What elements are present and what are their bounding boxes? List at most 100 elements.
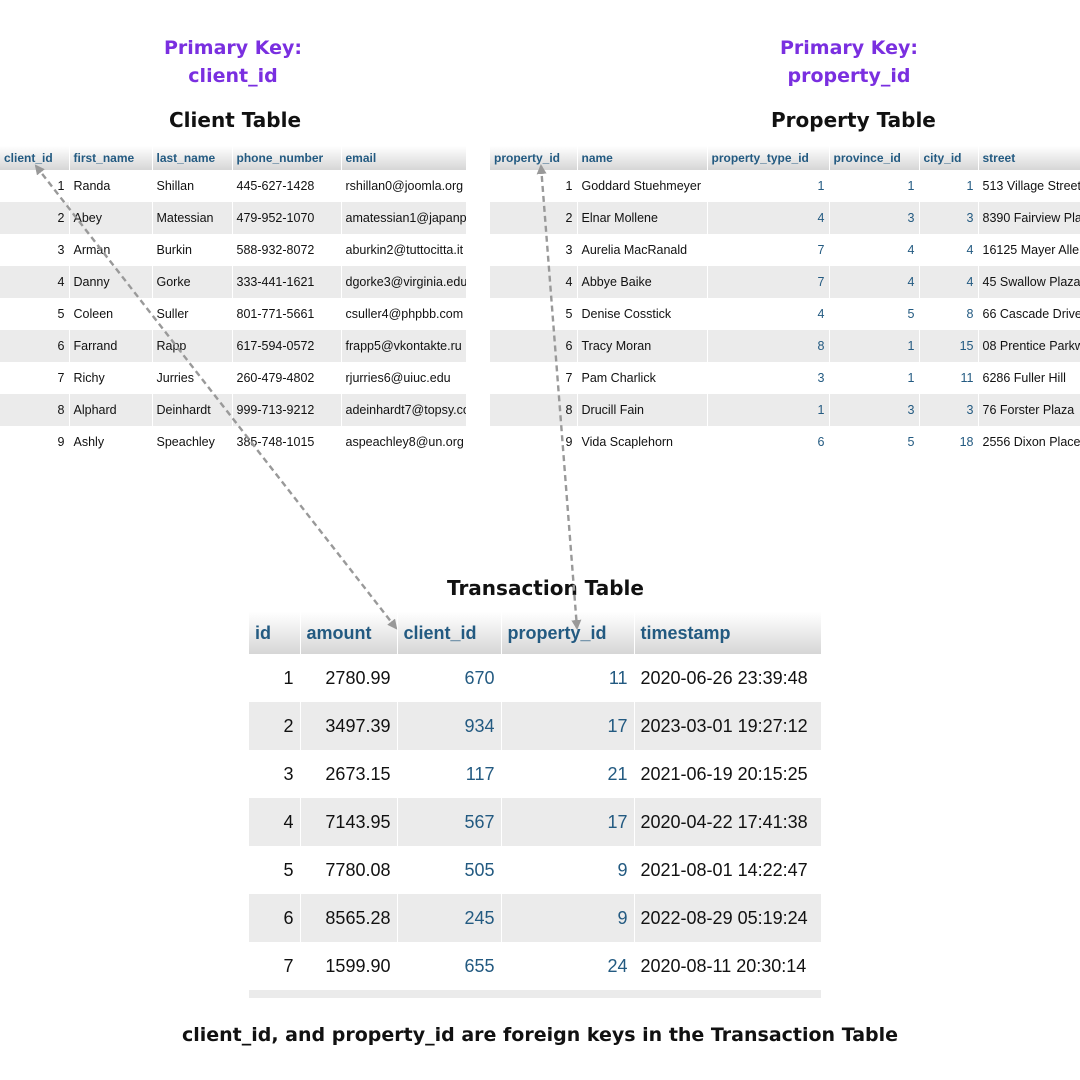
- transaction-table-row: 7 1599.90 655 24 2020-08-11 20:30:14: [249, 942, 822, 990]
- transaction-table-cell-amount: 2673.15: [300, 750, 398, 798]
- property-table-cell-property-type-id: 4: [707, 298, 830, 330]
- property-table-cell-property-type-id: 8: [707, 330, 830, 362]
- property-table-cell-property-id: 4: [490, 266, 578, 298]
- transaction-table-row: 1 2780.99 670 11 2020-06-26 23:39:48: [249, 654, 822, 702]
- property-table-cell-property-id: 7: [490, 362, 578, 394]
- client-table-header-email[interactable]: email: [341, 146, 467, 170]
- client-table-cell-email: rjurries6@uiuc.edu: [341, 362, 467, 394]
- property-table-cell-street: 45 Swallow Plaza: [978, 266, 1080, 298]
- property-table-row: 1 Goddard Stuehmeyer 1 1 1 513 Village Street: [490, 170, 1080, 202]
- property-table-cell-property-id: 3: [490, 234, 578, 266]
- property-table-row: 4 Abbye Baike 7 4 4 45 Swallow Plaza: [490, 266, 1080, 298]
- property-primary-key-note: Primary Key: property_id: [749, 34, 949, 90]
- transaction-table-cell-id: 1: [249, 654, 301, 702]
- transaction-table-header-client-id[interactable]: client_id: [397, 612, 502, 654]
- property-table-cell-name: Aurelia MacRanald: [577, 234, 708, 266]
- client-table-row: 6 Farrand Rapp 617-594-0572 frapp5@vkontakte…: [0, 330, 467, 362]
- transaction-table-cell-timestamp: 2021-06-19 20:15:25: [634, 750, 822, 798]
- property-table-row: 8 Drucill Fain 1 3 3 76 Forster Plaza: [490, 394, 1080, 426]
- property-table-cell-street: 2556 Dixon Place: [978, 426, 1080, 458]
- client-table-cell-last-name: Burkin: [152, 234, 233, 266]
- client-table-row: 7 Richy Jurries 260-479-4802 rjurries6@uiuc.…: [0, 362, 467, 394]
- property-table-header-property-type-id[interactable]: property_type_id: [707, 146, 830, 170]
- transaction-table-cell-amount: 7780.08: [300, 846, 398, 894]
- client-table-cell-client-id: 9: [0, 426, 70, 458]
- transaction-table-cell-id: 6: [249, 894, 301, 942]
- transaction-table-cell-amount: 8565.28: [300, 894, 398, 942]
- property-table-cell-name: Drucill Fain: [577, 394, 708, 426]
- transaction-table-cell-client-id: 245: [397, 894, 502, 942]
- property-table-cell-province-id: 5: [829, 298, 920, 330]
- property-table-cell-property-id: 8: [490, 394, 578, 426]
- transaction-table-header-id[interactable]: id: [249, 612, 301, 654]
- property-table-row: 9 Vida Scaplehorn 6 5 18 2556 Dixon Place: [490, 426, 1080, 458]
- client-table-cell-first-name: Ashly: [69, 426, 153, 458]
- property-table-cell-province-id: 4: [829, 234, 920, 266]
- transaction-table-cell-timestamp: 2020-06-26 23:39:48: [634, 654, 822, 702]
- property-table-cell-street: 16125 Mayer Alle: [978, 234, 1080, 266]
- property-table-header-street[interactable]: street: [978, 146, 1080, 170]
- property-pk-label: Primary Key:: [779, 37, 919, 59]
- client-table-cell-phone-number: 588-932-8072: [232, 234, 342, 266]
- client-table-cell-client-id: 6: [0, 330, 70, 362]
- property-table-cell-province-id: 4: [829, 266, 920, 298]
- property-table-cell-province-id: 3: [829, 394, 920, 426]
- transaction-table-header-property-id[interactable]: property_id: [501, 612, 635, 654]
- client-table-cell-client-id: 7: [0, 362, 70, 394]
- client-table-cell-phone-number: 479-952-1070: [232, 202, 342, 234]
- property-table: property_id name property_type_id province_…: [490, 146, 1080, 458]
- client-table-header-last-name[interactable]: last_name: [152, 146, 233, 170]
- client-table-cell-first-name: Coleen: [69, 298, 153, 330]
- client-table-cell-phone-number: 617-594-0572: [232, 330, 342, 362]
- property-table-header-name[interactable]: name: [577, 146, 708, 170]
- transaction-table-row: 3 2673.15 117 21 2021-06-19 20:15:25: [249, 750, 822, 798]
- client-table-cell-email: adeinhardt7@topsy.co: [341, 394, 467, 426]
- property-table-cell-city-id: 4: [919, 266, 979, 298]
- property-table-cell-property-type-id: 4: [707, 202, 830, 234]
- property-table-cell-province-id: 1: [829, 330, 920, 362]
- client-table-header: client_id first_name last_name phone_number…: [0, 146, 467, 170]
- property-table-cell-property-type-id: 7: [707, 266, 830, 298]
- client-table-row: 2 Abey Matessian 479-952-1070 amatessian1@ja…: [0, 202, 467, 234]
- property-table-header-city-id[interactable]: city_id: [919, 146, 979, 170]
- transaction-table-cell-amount: 7143.95: [300, 798, 398, 846]
- client-table-cell-last-name: Gorke: [152, 266, 233, 298]
- property-table-cell-street: 76 Forster Plaza: [978, 394, 1080, 426]
- property-table-cell-name: Tracy Moran: [577, 330, 708, 362]
- client-table: client_id first_name last_name phone_number…: [0, 146, 467, 458]
- property-table-cell-property-type-id: 6: [707, 426, 830, 458]
- transaction-table-header-amount[interactable]: amount: [300, 612, 398, 654]
- client-table-cell-client-id: 2: [0, 202, 70, 234]
- property-table-cell-name: Goddard Stuehmeyer: [577, 170, 708, 202]
- client-table-header-phone-number[interactable]: phone_number: [232, 146, 342, 170]
- client-table-cell-last-name: Shillan: [152, 170, 233, 202]
- client-table-cell-last-name: Speachley: [152, 426, 233, 458]
- property-table-cell-city-id: 18: [919, 426, 979, 458]
- client-table-header-first-name[interactable]: first_name: [69, 146, 153, 170]
- property-table-header-property-id[interactable]: property_id: [490, 146, 578, 170]
- client-table-header-client-id[interactable]: client_id: [0, 146, 70, 170]
- client-table-cell-email: aspeachley8@un.org: [341, 426, 467, 458]
- transaction-table-cell-timestamp: 2020-04-22 17:41:38: [634, 798, 822, 846]
- client-table-cell-first-name: Randa: [69, 170, 153, 202]
- client-table-cell-first-name: Danny: [69, 266, 153, 298]
- transaction-table-header-timestamp[interactable]: timestamp: [634, 612, 822, 654]
- transaction-table-cell-property-id: 9: [501, 846, 635, 894]
- property-pk-key: property_id: [787, 65, 911, 87]
- property-table-cell-street: 6286 Fuller Hill: [978, 362, 1080, 394]
- property-table-cell-name: Denise Cosstick: [577, 298, 708, 330]
- property-table-cell-street: 8390 Fairview Pla: [978, 202, 1080, 234]
- client-table-cell-phone-number: 260-479-4802: [232, 362, 342, 394]
- property-table-header: property_id name property_type_id province_…: [490, 146, 1080, 170]
- client-table-row: 4 Danny Gorke 333-441-1621 dgorke3@virginia.…: [0, 266, 467, 298]
- property-table-cell-province-id: 1: [829, 170, 920, 202]
- property-table-row: 2 Elnar Mollene 4 3 3 8390 Fairview Pla: [490, 202, 1080, 234]
- property-table-cell-name: Vida Scaplehorn: [577, 426, 708, 458]
- transaction-table-cell-id: 2: [249, 702, 301, 750]
- client-table-cell-phone-number: 801-771-5661: [232, 298, 342, 330]
- property-table-header-province-id[interactable]: province_id: [829, 146, 920, 170]
- transaction-table-cell-client-id: 505: [397, 846, 502, 894]
- client-table-cell-phone-number: 999-713-9212: [232, 394, 342, 426]
- client-table-cell-email: rshillan0@joomla.org: [341, 170, 467, 202]
- transaction-table-row: 2 3497.39 934 17 2023-03-01 19:27:12: [249, 702, 822, 750]
